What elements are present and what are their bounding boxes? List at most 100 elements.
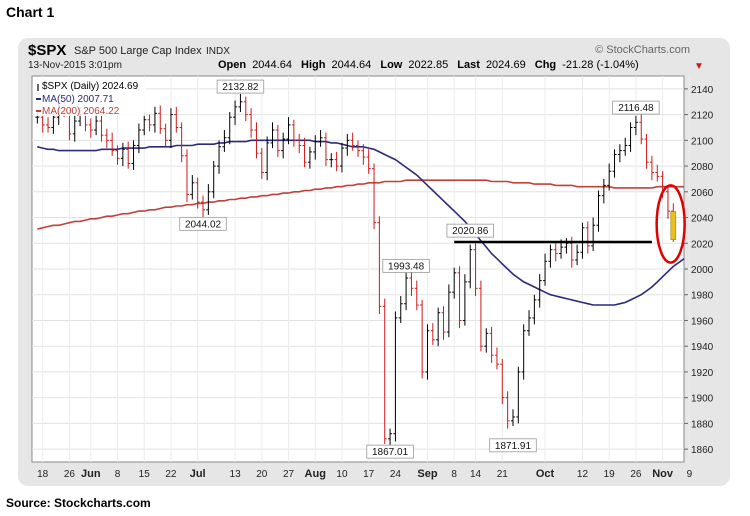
price-bar	[393, 311, 398, 442]
price-bar	[356, 140, 360, 158]
price-bar	[521, 324, 526, 380]
price-bar	[190, 175, 195, 200]
price-bar	[382, 298, 387, 444]
price-bar	[275, 124, 280, 158]
legend-box	[34, 78, 146, 116]
annotation-label: 2116.48	[618, 103, 654, 114]
price-bar	[623, 137, 628, 156]
price-bar	[633, 115, 638, 136]
price-bar	[404, 272, 409, 311]
highlight-circle	[655, 184, 686, 264]
price-bar	[462, 274, 467, 326]
price-bar	[564, 238, 569, 254]
y-tick-label: 2000	[691, 265, 714, 276]
price-bar	[238, 94, 243, 113]
chg-value: -21.28 (-1.04%)	[562, 59, 638, 71]
price-annotation: 1867.01	[366, 444, 414, 459]
y-tick-label: 2100	[691, 136, 714, 147]
open-value: 2044.64	[252, 59, 292, 71]
price-bar	[72, 114, 77, 142]
annotation-box	[612, 100, 660, 115]
x-tick-label: 26	[64, 469, 76, 480]
x-tick-label: Sep	[417, 468, 437, 480]
high-value: 2044.64	[332, 59, 372, 71]
price-bar	[484, 328, 489, 353]
price-bar	[233, 100, 238, 125]
low-label: Low	[380, 59, 402, 71]
chart-name: S&P 500 Large Cap Index	[74, 45, 202, 57]
price-bar	[452, 267, 457, 299]
annotation-label: 1871.91	[495, 441, 532, 452]
price-bar	[478, 280, 483, 352]
price-bar	[489, 326, 494, 363]
chart-symbol: $SPX	[28, 42, 66, 59]
price-bar	[323, 132, 328, 167]
y-tick-label: 1860	[691, 445, 714, 456]
price-bar	[607, 163, 612, 191]
price-bar	[436, 307, 441, 347]
price-bar	[414, 280, 419, 311]
price-bar	[195, 177, 200, 209]
annotation-box	[366, 444, 414, 459]
price-bar	[281, 132, 286, 159]
price-bar	[254, 122, 259, 159]
price-bar	[537, 274, 542, 308]
price-bar	[527, 310, 532, 336]
price-bar	[366, 149, 371, 174]
price-bar	[388, 428, 393, 446]
price-bar	[628, 122, 633, 152]
price-bar	[291, 119, 296, 147]
x-tick-label: Oct	[536, 468, 555, 480]
highlighted-bar	[670, 211, 677, 240]
price-bar	[222, 130, 227, 152]
price-bar	[575, 244, 580, 266]
price-bar	[174, 106, 179, 133]
price-bar	[217, 140, 222, 174]
price-bar	[334, 151, 339, 172]
annotation-label: 1867.01	[372, 447, 409, 458]
x-tick-label: 20	[256, 469, 268, 480]
price-bar	[505, 391, 510, 429]
down-arrow-icon: ▼	[694, 61, 704, 72]
price-annotation: 2044.02	[179, 216, 227, 231]
price-bar	[500, 359, 505, 405]
annotation-label: 2020.86	[452, 226, 489, 237]
y-tick-label: 1900	[691, 394, 714, 405]
price-bar	[158, 105, 163, 134]
x-tick-label: 24	[390, 469, 402, 480]
x-tick-label: Jul	[190, 468, 206, 480]
price-annotation: 2020.86	[446, 223, 494, 238]
y-tick-label: 2020	[691, 239, 714, 250]
x-tick-label: 8	[451, 469, 457, 480]
price-bar	[350, 132, 355, 151]
price-bar	[147, 114, 152, 132]
x-tick-label: 13	[230, 469, 242, 480]
last-label: Last	[457, 59, 480, 71]
price-bar	[201, 195, 206, 218]
x-tick-label: Jun	[81, 468, 101, 480]
price-bar	[398, 296, 403, 324]
price-bar	[473, 243, 478, 297]
x-tick-label: 18	[37, 469, 49, 480]
price-bar	[510, 409, 515, 426]
x-tick-label: 15	[139, 469, 151, 480]
legend-ma200: MA(200) 2064.22	[42, 106, 120, 117]
price-annotation: 2116.48	[612, 100, 660, 115]
price-bar	[243, 96, 248, 122]
price-bar	[152, 106, 157, 133]
price-bar	[270, 122, 275, 149]
price-bar	[655, 164, 660, 182]
x-tick-label: 21	[497, 469, 509, 480]
price-bar	[211, 160, 216, 199]
price-bar	[430, 323, 435, 345]
price-bar	[345, 133, 350, 156]
y-tick-label: 2040	[691, 214, 714, 225]
x-tick-label: 14	[470, 469, 482, 480]
price-bar	[115, 145, 120, 165]
price-bar	[302, 137, 307, 168]
price-bar	[297, 133, 302, 154]
ma50-line	[37, 139, 685, 306]
annotation-label: 2044.02	[185, 219, 222, 230]
price-bar	[131, 140, 136, 170]
annotation-box	[446, 223, 494, 238]
